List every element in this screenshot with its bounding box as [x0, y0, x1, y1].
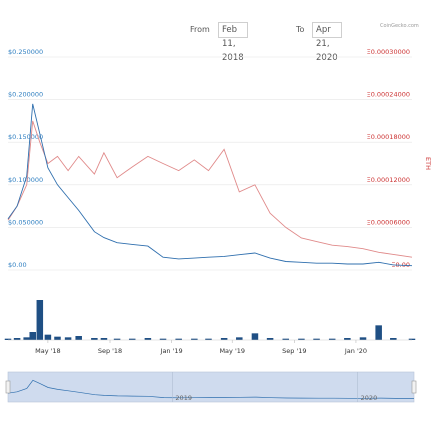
volume-bar — [266, 338, 274, 340]
volume-bar — [159, 338, 167, 340]
from-date-input[interactable]: Feb 11, 2018 — [218, 22, 248, 63]
x-tick-label: Sep '18 — [98, 347, 122, 355]
volume-bar — [390, 338, 397, 340]
volume-bar — [36, 300, 44, 340]
brand-credit: CoinGecko.com — [380, 23, 419, 29]
eth-price-line — [7, 120, 413, 258]
volume-bar — [220, 338, 228, 340]
volume-bar — [13, 338, 21, 340]
to-date-input[interactable]: Apr 21, 2020 — [312, 22, 342, 63]
x-tick-label: Jan '19 — [160, 347, 183, 355]
volume-bar — [298, 338, 305, 340]
x-tick-label: May '18 — [35, 347, 61, 355]
y-right-tick-label: Ξ0.00018000 — [367, 133, 410, 141]
volume-bar — [91, 338, 98, 340]
volume-bar — [144, 338, 152, 340]
navigator-selection — [7, 371, 415, 403]
volume-bar — [328, 338, 336, 340]
y-left-tick-label: $0.150000 — [8, 133, 43, 141]
volume-bar — [408, 338, 416, 340]
y-left-tick-label: $0.050000 — [8, 218, 43, 226]
x-tick-label: May '19 — [219, 347, 245, 355]
volume-bar — [75, 336, 82, 340]
y-right-tick-label: Ξ0.00024000 — [367, 91, 410, 99]
volume-bar — [113, 338, 121, 340]
volume-bar — [375, 325, 382, 340]
volume-bar — [282, 338, 290, 340]
y-left-tick-label: $0.200000 — [8, 91, 43, 99]
y-right-axis-title: ETH — [424, 157, 432, 170]
volume-bar — [205, 338, 212, 340]
volume-bar — [251, 333, 259, 340]
navigator-line — [7, 379, 415, 399]
usd-price-line — [7, 103, 413, 267]
to-label: To — [296, 25, 305, 34]
y-left-tick-label: $0.00 — [8, 261, 27, 269]
volume-bar — [4, 338, 12, 340]
navigator-left-handle — [5, 380, 11, 394]
navigator-year-label: 2019 — [175, 394, 192, 402]
volume-bar — [44, 334, 52, 340]
y-left-tick-label: $0.250000 — [8, 48, 43, 56]
volume-bar — [344, 338, 351, 340]
volume-bar — [313, 338, 320, 340]
volume-bar — [191, 338, 198, 340]
volume-bar — [236, 337, 243, 340]
volume-bar — [64, 337, 72, 340]
volume-bar — [359, 337, 367, 340]
navigator-year-label: 2020 — [361, 394, 378, 402]
volume-bar — [23, 337, 30, 340]
volume-bar — [128, 338, 136, 340]
y-right-tick-label: Ξ0.00006000 — [367, 218, 410, 226]
y-right-tick-label: Ξ0.00030000 — [367, 48, 410, 56]
navigator-right-handle — [411, 380, 417, 394]
volume-bar — [175, 338, 182, 340]
from-label: From — [190, 25, 210, 34]
x-tick-label: Sep '19 — [282, 347, 306, 355]
volume-bar — [54, 336, 61, 340]
x-tick-label: Jan '20 — [344, 347, 367, 355]
y-right-tick-label: Ξ0.00012000 — [367, 176, 410, 184]
volume-bar — [100, 338, 108, 340]
volume-bar — [29, 332, 37, 340]
